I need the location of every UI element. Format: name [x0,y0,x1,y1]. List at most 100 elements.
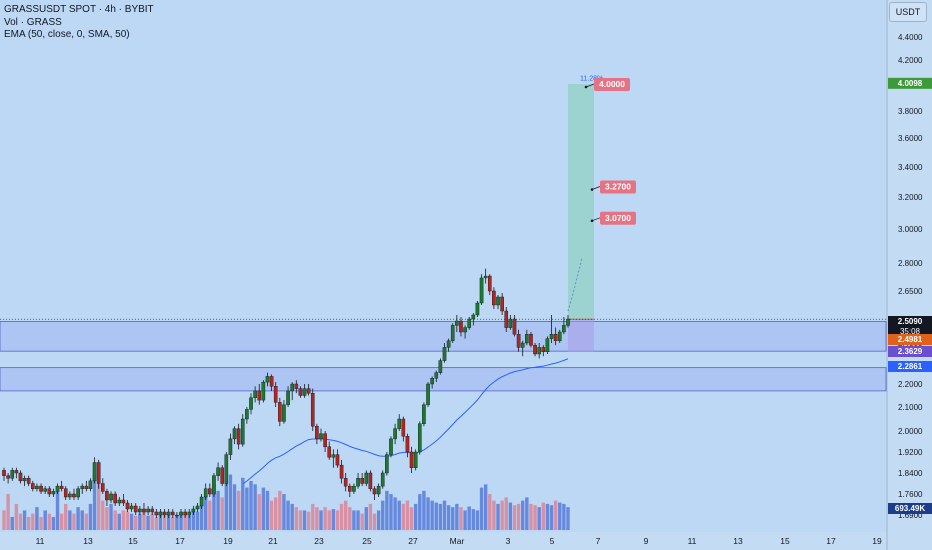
target-leader-3 [591,217,601,222]
volume-bar [413,503,418,530]
candle-body [483,275,488,279]
volume-bar [109,503,113,530]
ema-indicator-label[interactable]: EMA (50, close, 0, SMA, 50) [4,29,130,40]
candle-body [562,325,566,333]
candle-body [348,485,352,492]
candle-body [240,418,245,445]
candle-body [31,483,35,489]
volume-bar [405,500,410,530]
symbol-title[interactable]: GRASSUSDT SPOT · 4h · BYBIT [4,4,154,15]
target-box [568,84,594,320]
candle-body [232,428,237,440]
volume-bar [55,490,60,530]
volume-bar [175,515,179,530]
target-percent-label: 11.28% [580,75,603,82]
candle-body [35,485,39,489]
candle-body [55,485,60,492]
price-tick-label: 4.2000 [898,56,923,65]
candle-body [508,318,513,328]
time-tick-label: 3 [506,536,511,546]
volume-bar [479,487,484,530]
candle-body [290,383,294,392]
time-axis [0,532,932,550]
candle-body [195,505,200,510]
candle-body [360,478,364,484]
candle-body [18,472,23,482]
volume-bar [138,513,142,530]
volume-bar [64,503,68,530]
volume-bar [311,503,315,530]
candle-body [142,508,146,513]
countdown-label: 35:08 [900,327,921,336]
price-tick-label: 4.4000 [898,33,923,42]
target-box-label-2 [600,180,636,194]
time-tick-label: 17 [826,536,836,546]
volume-bar [368,503,373,530]
candle-body [475,302,480,316]
candle-body [253,390,257,398]
volume-bar [134,515,138,530]
volume-bar [566,507,570,530]
price-axis [887,0,932,550]
volume-bar [537,507,541,530]
time-tick-label: 17 [175,536,185,546]
volume-bar [496,503,500,530]
candle-body [113,493,117,504]
target-box-label-1 [594,78,630,91]
volume-bar [101,500,105,530]
volume-bar [14,503,19,530]
volume-bar [68,510,72,530]
volume-bar [96,468,101,530]
candle-body [541,347,546,352]
candle-body [393,428,397,440]
volume-bar [113,510,117,530]
volume-bar [488,494,492,530]
candle-body [80,485,85,489]
candle-body [459,320,463,333]
candle-body [356,478,360,487]
candle-body [327,446,332,458]
volume-bar [376,510,381,530]
candle-body [179,511,183,516]
volume-bar [521,500,525,530]
volume-bar [129,513,134,530]
volume-bar [18,513,23,530]
time-tick-label: 15 [128,536,138,546]
candle-body [125,502,130,510]
volume-bar [150,513,154,530]
volume-bar [290,503,294,530]
volume-bar [27,516,31,530]
price-label-box-5 [888,361,932,372]
volume-bar [88,503,93,530]
candle-body [208,488,212,495]
volume-bar [306,511,311,530]
time-tick-label: 19 [872,536,882,546]
target-label-2: 3.2700 [605,182,631,192]
candle-body [224,454,229,484]
candle-body [438,360,443,373]
volume-bar [492,500,496,530]
volume-indicator-label[interactable]: Vol · GRASS [4,17,62,28]
volume-bar [533,505,537,530]
volume-bar [541,502,545,530]
volume-bar [278,490,282,530]
candle-body [504,310,509,328]
target-leader-2 [591,186,601,190]
candle-body [245,409,249,420]
volume-bar [162,515,167,530]
volume-bar [236,490,241,530]
candle-body [170,511,175,516]
currency-button[interactable]: USDT [889,2,927,22]
candle-body [298,388,303,396]
price-tick-label: 2.2000 [898,380,923,389]
volume-bar [389,494,393,530]
candle-body [537,347,541,355]
candle-body [72,493,76,498]
volume-value-label: 693.49K [895,504,925,513]
candle-body [22,478,27,482]
time-tick-label: 13 [733,536,743,546]
candle-body [133,505,138,513]
candle-body [265,376,270,383]
